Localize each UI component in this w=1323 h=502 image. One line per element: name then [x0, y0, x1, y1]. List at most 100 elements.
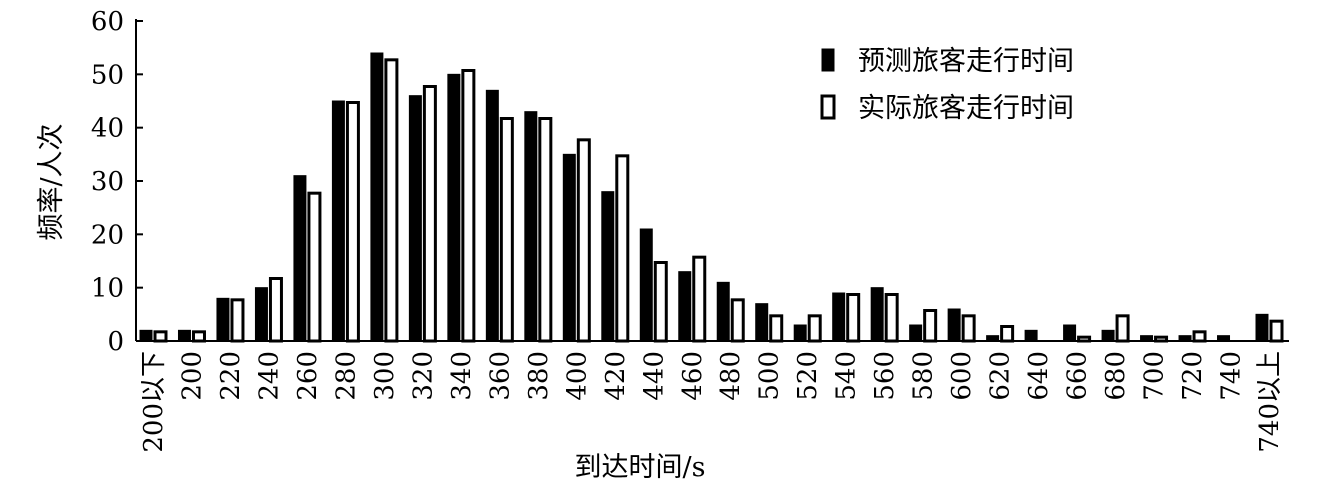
bar-actual — [884, 293, 899, 343]
bar-actual — [1000, 325, 1015, 343]
bar-predicted — [562, 153, 576, 342]
bar-actual — [846, 293, 861, 343]
x-tick-label: 640 — [1024, 351, 1054, 401]
bar-actual — [538, 117, 553, 343]
x-tick-label: 480 — [716, 351, 746, 401]
x-tick-label: 240 — [254, 351, 284, 401]
bar-actual — [1192, 330, 1207, 343]
bar-predicted — [1101, 329, 1115, 342]
bar-actual — [268, 277, 283, 343]
bars-layer — [139, 52, 1284, 343]
x-tick-label: 300 — [370, 351, 400, 401]
x-tick-label: 740 — [1217, 351, 1247, 401]
bar-actual — [499, 117, 514, 343]
legend-label: 实际旅客走行时间 — [858, 93, 1074, 124]
bar-predicted — [293, 175, 307, 342]
y-tick-label: 50 — [91, 60, 124, 90]
x-tick-label: 660 — [1063, 351, 1093, 401]
bar-predicted — [832, 292, 846, 342]
x-tick-label: 380 — [524, 351, 554, 401]
bar-predicted — [601, 191, 615, 342]
y-tick-label: 30 — [91, 167, 124, 197]
bar-predicted — [639, 228, 653, 342]
x-tick-label: 220 — [216, 351, 246, 401]
bar-actual — [1269, 319, 1284, 343]
x-axis-title: 到达时间/s — [575, 452, 706, 483]
bar-predicted — [678, 271, 692, 342]
x-tick-label: 260 — [293, 351, 323, 401]
bar-predicted — [909, 324, 923, 342]
bar-predicted — [447, 73, 461, 342]
x-tick-label: 520 — [793, 351, 823, 401]
y-ticks: 0 10 20 30 40 50 60 — [91, 7, 143, 357]
legend-swatch — [821, 48, 835, 72]
bar-actual — [307, 191, 322, 343]
x-tick-label: 620 — [986, 351, 1016, 401]
x-tick-label: 540 — [832, 351, 862, 401]
x-tick-label: 320 — [408, 351, 438, 401]
x-tick-label: 580 — [909, 351, 939, 401]
bar-actual — [422, 85, 437, 343]
bar-predicted — [870, 287, 884, 342]
bar-predicted — [524, 111, 538, 342]
x-tick-label: 400 — [562, 351, 592, 401]
bar-predicted — [485, 89, 499, 342]
bar-actual — [653, 261, 668, 343]
bar-predicted — [755, 303, 769, 342]
legend-label: 预测旅客走行时间 — [858, 46, 1074, 77]
bar-predicted — [1255, 313, 1269, 342]
bar-actual — [692, 255, 707, 343]
x-tick-label: 560 — [870, 351, 900, 401]
bar-predicted — [947, 308, 961, 342]
x-tick-label: 700 — [1140, 351, 1170, 401]
x-tick-label: 680 — [1101, 351, 1131, 401]
x-tick-label: 500 — [755, 351, 785, 401]
y-tick-label: 20 — [91, 220, 124, 250]
bar-actual — [345, 101, 360, 343]
bar-actual — [191, 330, 206, 343]
x-tick-label: 360 — [485, 351, 515, 401]
bar-actual — [384, 58, 399, 343]
bar-predicted — [1063, 324, 1077, 342]
y-tick-label: 60 — [91, 7, 124, 37]
y-tick-label: 0 — [107, 327, 124, 357]
x-tick-label: 600 — [947, 351, 977, 401]
bar-actual — [153, 330, 168, 343]
x-tick-label: 440 — [639, 351, 669, 401]
bar-predicted — [139, 329, 153, 342]
x-tick-label: 200以下 — [139, 351, 169, 453]
bar-predicted — [331, 100, 345, 342]
y-axis-title: 频率/人次 — [36, 123, 67, 240]
y-tick-label: 40 — [91, 114, 124, 144]
bar-predicted — [254, 287, 268, 342]
bar-actual — [730, 298, 745, 343]
bar-actual — [769, 314, 784, 343]
bar-actual — [615, 154, 630, 343]
bar-actual — [807, 314, 822, 343]
x-ticks: 200以下 200 220 240 260 280 300 320 340 360 380 400 42… — [139, 351, 1285, 453]
bar-actual — [576, 138, 591, 343]
x-tick-label: 720 — [1178, 351, 1208, 401]
x-tick-label: 200 — [177, 351, 207, 401]
x-tick-label: 460 — [678, 351, 708, 401]
y-tick-label: 10 — [91, 274, 124, 304]
legend-swatch — [820, 94, 836, 120]
bar-predicted — [408, 95, 422, 342]
x-tick-label: 280 — [331, 351, 361, 401]
bar-actual — [461, 69, 476, 343]
bar-actual — [961, 314, 976, 343]
bar-actual — [230, 298, 245, 343]
bar-predicted — [216, 297, 230, 342]
x-tick-label: 420 — [601, 351, 631, 401]
x-tick-label: 740以上 — [1255, 351, 1285, 453]
bar-predicted — [1024, 329, 1038, 342]
bar-actual — [923, 309, 938, 343]
bar-predicted — [793, 324, 807, 342]
bar-predicted — [370, 52, 384, 342]
bar-actual — [1115, 314, 1130, 343]
bar-predicted — [716, 281, 730, 342]
x-tick-label: 340 — [447, 351, 477, 401]
bar-predicted — [177, 329, 191, 342]
